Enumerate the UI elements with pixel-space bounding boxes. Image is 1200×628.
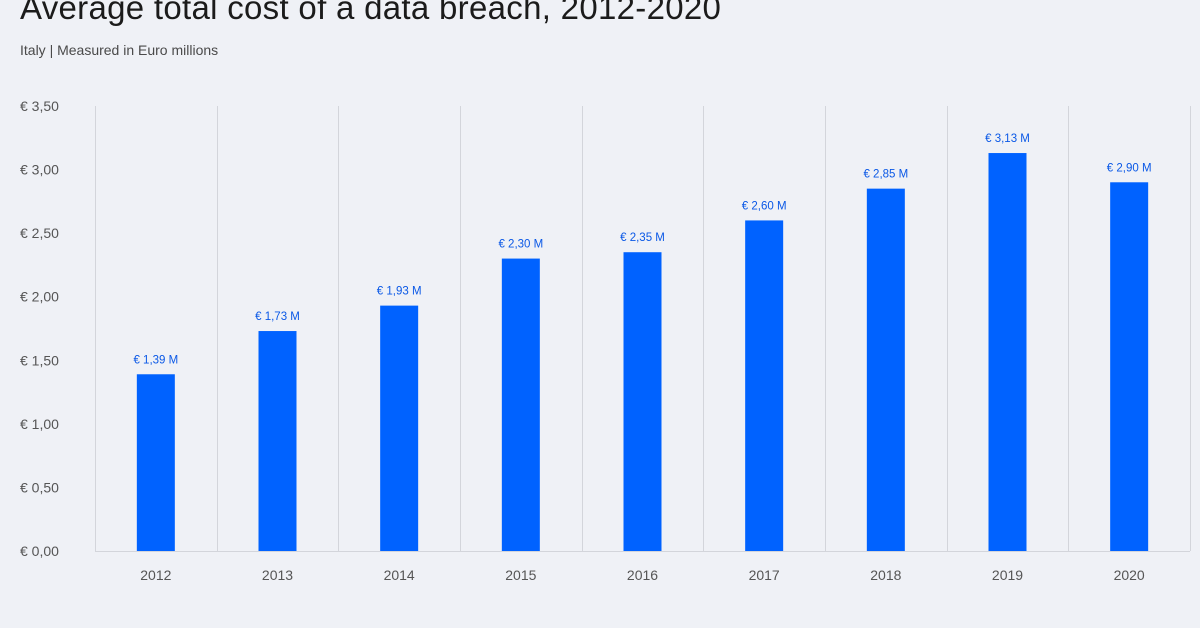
data-label-2018: € 2,85 M <box>863 169 908 181</box>
data-label-2012: € 1,39 M <box>133 354 178 366</box>
x-tick-label-2014: 2014 <box>384 567 415 583</box>
bar-2013 <box>258 331 297 551</box>
data-label-2016: € 2,35 M <box>620 232 665 244</box>
y-tick-label: € 1,00 <box>20 416 59 432</box>
x-tick-label-2013: 2013 <box>262 567 293 583</box>
bar-2020 <box>1110 182 1149 552</box>
bar-2017 <box>745 220 784 551</box>
x-tick-label-2012: 2012 <box>140 567 171 583</box>
data-label-2015: € 2,30 M <box>498 239 543 251</box>
y-tick-label: € 3,00 <box>20 162 59 178</box>
x-tick-label-2015: 2015 <box>505 567 536 583</box>
bar-2014 <box>380 305 419 551</box>
data-label-2019: € 3,13 M <box>985 133 1030 145</box>
bar-2012 <box>136 374 175 551</box>
x-tick-label-2019: 2019 <box>992 567 1023 583</box>
y-tick-label: € 0,00 <box>20 543 59 559</box>
x-tick-label-2016: 2016 <box>627 567 658 583</box>
x-tick-label-2018: 2018 <box>870 567 901 583</box>
bar-2016 <box>623 252 662 551</box>
bar-2019 <box>988 153 1027 552</box>
chart-subtitle: Italy | Measured in Euro millions <box>20 42 219 58</box>
y-tick-label: € 2,50 <box>20 225 59 241</box>
y-tick-label: € 0,50 <box>20 479 59 495</box>
data-label-2013: € 1,73 M <box>255 311 300 323</box>
bar-2018 <box>866 188 905 551</box>
y-tick-label: € 3,50 <box>20 98 59 114</box>
y-tick-label: € 1,50 <box>20 352 59 368</box>
data-label-2014: € 1,93 M <box>377 286 422 298</box>
bar-2015 <box>501 258 540 551</box>
data-label-2017: € 2,60 M <box>742 200 787 212</box>
x-tick-label-2020: 2020 <box>1114 567 1145 583</box>
x-tick-label-2017: 2017 <box>749 567 780 583</box>
data-label-2020: € 2,90 M <box>1107 162 1152 174</box>
y-tick-label: € 2,00 <box>20 289 59 305</box>
chart-title: Average total cost of a data breach, 201… <box>20 0 722 26</box>
